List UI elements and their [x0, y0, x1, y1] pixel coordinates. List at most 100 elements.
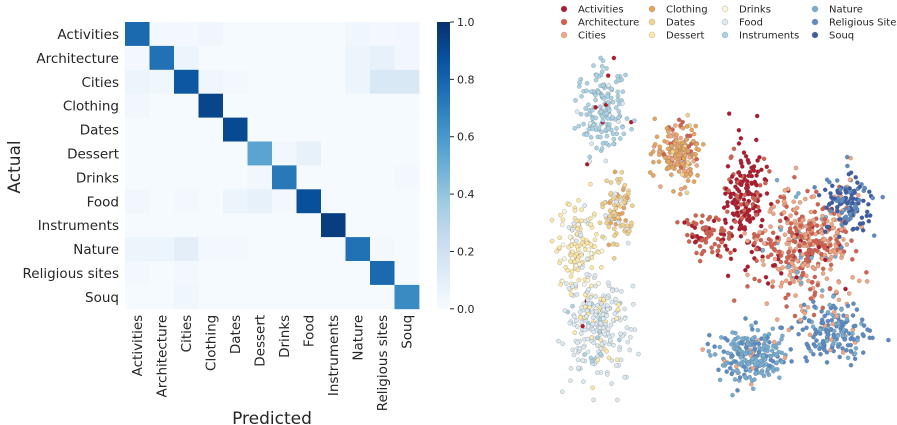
scatter-point	[759, 370, 765, 376]
scatter-point	[823, 229, 828, 234]
scatter-point	[666, 165, 672, 171]
heatmap-cell	[321, 237, 346, 262]
heatmap-cell	[149, 117, 175, 142]
scatter-point	[838, 217, 843, 222]
scatter-point	[784, 255, 790, 260]
scatter-point	[835, 209, 840, 214]
scatter-point	[585, 297, 591, 303]
scatter-point	[570, 227, 575, 232]
scatter-point	[738, 136, 744, 141]
scatter-point	[681, 146, 686, 152]
scatter-point	[791, 249, 797, 254]
scatter-point	[710, 227, 715, 233]
scatter-point	[782, 355, 788, 361]
legend-label: Cities	[578, 31, 606, 42]
scatter-point	[857, 221, 863, 226]
scatter-point	[666, 129, 671, 134]
scatter-point	[777, 218, 783, 224]
scatter-point	[814, 248, 820, 254]
scatter-point	[568, 259, 573, 264]
scatter-point	[754, 137, 759, 143]
scatter-point	[847, 186, 852, 191]
scatter-point	[843, 286, 848, 292]
y-tick-label: Drinks	[76, 170, 119, 186]
scatter-point	[828, 262, 834, 268]
scatter-point	[694, 250, 699, 256]
scatter-point	[665, 146, 671, 152]
scatter-point	[820, 206, 825, 212]
heatmap-cell	[321, 261, 346, 286]
scatter-point	[814, 189, 819, 195]
scatter-point	[824, 350, 830, 355]
scatter-point	[601, 316, 606, 321]
scatter-point	[670, 149, 676, 155]
scatter-point	[573, 263, 579, 269]
scatter-point	[590, 321, 596, 327]
scatter-point	[628, 335, 633, 340]
heatmap-cell	[321, 22, 346, 47]
heatmap-cell	[345, 45, 371, 71]
heatmap-cell	[198, 141, 224, 166]
scatter-point	[584, 88, 589, 94]
scatter-point	[835, 190, 841, 195]
x-tick-label: Souq	[400, 315, 416, 349]
scatter-point	[605, 326, 611, 332]
scatter-point	[866, 202, 871, 207]
scatter-point	[810, 279, 815, 285]
scatter-point	[605, 99, 611, 105]
scatter-point	[582, 282, 587, 287]
scatter-point	[759, 361, 765, 367]
scatter-point	[819, 293, 825, 299]
scatter-point	[729, 225, 734, 230]
scatter-point	[587, 159, 592, 164]
scatter-point	[624, 325, 630, 330]
heatmap-cell	[174, 165, 199, 190]
scatter-point	[579, 218, 584, 224]
scatter-point	[603, 158, 609, 164]
scatter-point	[786, 292, 791, 297]
scatter-point	[853, 204, 859, 210]
heatmap-cell	[321, 189, 346, 214]
scatter-point	[825, 318, 831, 324]
scatter-point	[712, 344, 717, 349]
scatter-point	[579, 319, 585, 325]
scatter-point	[587, 154, 593, 160]
heatmap-cell	[321, 213, 346, 238]
scatter-point	[812, 185, 817, 190]
scatter-point	[789, 277, 795, 282]
scatter-point	[809, 231, 815, 236]
scatter-point	[581, 121, 586, 127]
scatter-point	[744, 189, 750, 194]
scatter-point	[763, 228, 768, 233]
heatmap-cell	[198, 261, 224, 286]
heatmap-cell	[174, 237, 199, 262]
scatter-point	[774, 317, 780, 322]
scatter-point	[674, 138, 679, 143]
heatmap-cell	[272, 22, 297, 47]
scatter-point	[800, 273, 805, 278]
scatter-point	[676, 169, 682, 174]
scatter-point	[602, 331, 608, 337]
scatter-point	[717, 344, 723, 350]
scatter-point	[828, 327, 833, 332]
scatter-point	[687, 133, 693, 139]
heatmap-cell	[198, 165, 224, 190]
scatter-point	[573, 98, 578, 103]
scatter-point	[768, 224, 773, 229]
scatter-point	[631, 302, 636, 307]
scatter-point	[807, 238, 813, 243]
scatter-point	[850, 275, 855, 280]
scatter-point	[603, 213, 608, 218]
scatter-point	[770, 284, 775, 289]
scatter-point	[673, 123, 678, 128]
scatter-point	[593, 283, 598, 289]
heatmap-cell	[223, 117, 248, 142]
scatter-point	[576, 123, 582, 129]
scatter-point	[582, 327, 588, 333]
heatmap-cell	[370, 141, 395, 166]
scatter-point	[822, 217, 827, 222]
scatter-point	[836, 297, 842, 303]
scatter-point	[755, 353, 760, 358]
scatter-point	[839, 252, 845, 258]
scatter-point	[738, 234, 744, 239]
